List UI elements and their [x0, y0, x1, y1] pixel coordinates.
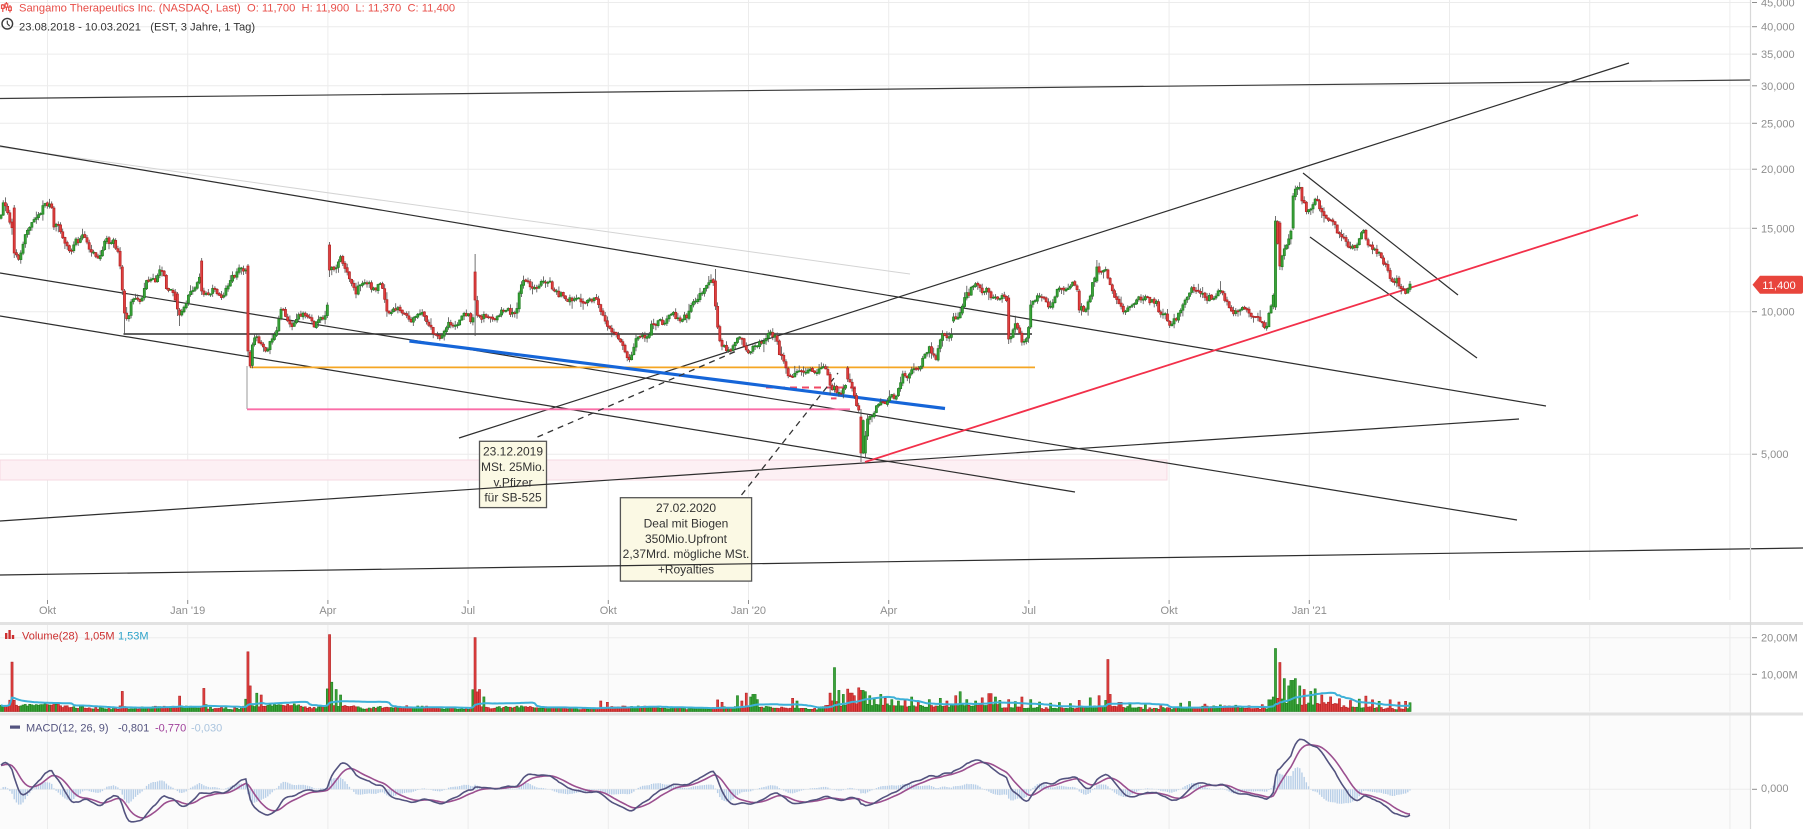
svg-text:MSt. 25Mio.: MSt. 25Mio.: [481, 460, 545, 474]
svg-text:10,000: 10,000: [1761, 307, 1795, 319]
svg-text:für SB-525: für SB-525: [484, 491, 542, 505]
svg-text:Jan '21: Jan '21: [1292, 605, 1327, 617]
svg-text:-0,801: -0,801: [118, 723, 149, 735]
svg-text:Okt: Okt: [39, 605, 56, 617]
svg-text:27.02.2020: 27.02.2020: [656, 501, 716, 515]
svg-text:5,000: 5,000: [1761, 449, 1789, 461]
svg-text:45,000: 45,000: [1761, 0, 1795, 10]
svg-text:11,400: 11,400: [1762, 280, 1795, 292]
svg-text:Jan '19: Jan '19: [170, 605, 205, 617]
svg-text:Jul: Jul: [1022, 605, 1036, 617]
svg-text:350Mio.Upfront: 350Mio.Upfront: [645, 532, 728, 546]
svg-text:Deal mit Biogen: Deal mit Biogen: [644, 516, 729, 530]
svg-text:Jan '20: Jan '20: [731, 605, 766, 617]
svg-text:2,37Mrd. mögliche MSt.: 2,37Mrd. mögliche MSt.: [623, 547, 750, 561]
svg-text:15,000: 15,000: [1761, 223, 1795, 235]
svg-text:20,00M: 20,00M: [1761, 633, 1798, 645]
svg-text:Apr: Apr: [319, 605, 336, 617]
svg-text:Volume(28): Volume(28): [22, 631, 78, 643]
svg-text:1,05M: 1,05M: [84, 631, 115, 643]
svg-text:MACD(12, 26, 9): MACD(12, 26, 9): [26, 723, 109, 735]
svg-text:1,53M: 1,53M: [118, 631, 149, 643]
svg-text:-0,030: -0,030: [191, 723, 222, 735]
svg-text:40,000: 40,000: [1761, 22, 1795, 34]
svg-text:Okt: Okt: [600, 605, 617, 617]
svg-text:Okt: Okt: [1161, 605, 1178, 617]
svg-text:0,000: 0,000: [1761, 783, 1789, 795]
svg-text:20,000: 20,000: [1761, 164, 1795, 176]
svg-text:23.08.2018 - 10.03.2021 (EST: 23.08.2018 - 10.03.2021 (EST, 3 Jahre, 1…: [19, 22, 255, 34]
svg-text:35,000: 35,000: [1761, 49, 1795, 61]
svg-text:23.12.2019: 23.12.2019: [483, 445, 543, 459]
svg-text:-0,770: -0,770: [155, 723, 186, 735]
svg-text:25,000: 25,000: [1761, 118, 1795, 130]
svg-text:10,00M: 10,00M: [1761, 669, 1798, 681]
svg-text:30,000: 30,000: [1761, 81, 1795, 93]
svg-text:Sangamo Therapeutics Inc. (NAS: Sangamo Therapeutics Inc. (NASDAQ, Last)…: [19, 3, 455, 15]
svg-text:Jul: Jul: [461, 605, 475, 617]
svg-text:Apr: Apr: [880, 605, 897, 617]
